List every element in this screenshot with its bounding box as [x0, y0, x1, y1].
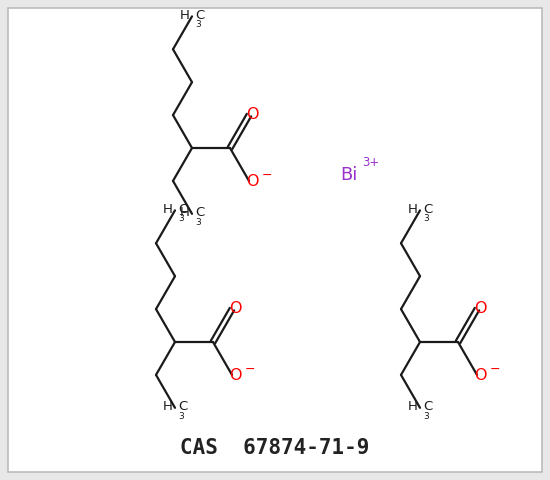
Text: 3: 3	[195, 218, 201, 227]
FancyBboxPatch shape	[8, 8, 542, 472]
Text: C: C	[178, 400, 187, 413]
Text: 3: 3	[423, 412, 429, 421]
Text: C: C	[195, 206, 204, 219]
Text: O: O	[229, 300, 241, 315]
Text: −: −	[490, 363, 500, 376]
Text: O: O	[246, 174, 258, 190]
Text: 3: 3	[195, 20, 201, 29]
Text: H: H	[163, 400, 173, 413]
Text: O: O	[474, 300, 486, 315]
Text: O: O	[474, 369, 486, 384]
Text: −: −	[262, 169, 272, 182]
Text: CAS  67874-71-9: CAS 67874-71-9	[180, 438, 370, 458]
Text: C: C	[195, 9, 204, 22]
Text: C: C	[178, 203, 187, 216]
Text: 3: 3	[178, 215, 184, 223]
Text: H: H	[408, 400, 418, 413]
Text: 3+: 3+	[362, 156, 380, 169]
Text: H: H	[180, 206, 190, 219]
Text: 3: 3	[178, 412, 184, 421]
Text: C: C	[423, 400, 432, 413]
Text: −: −	[245, 363, 256, 376]
Text: O: O	[246, 107, 258, 121]
Text: O: O	[229, 369, 241, 384]
Text: C: C	[423, 203, 432, 216]
Text: H: H	[180, 9, 190, 22]
Text: H: H	[163, 203, 173, 216]
Text: H: H	[408, 203, 418, 216]
Text: Bi: Bi	[340, 166, 358, 184]
Text: 3: 3	[423, 215, 429, 223]
